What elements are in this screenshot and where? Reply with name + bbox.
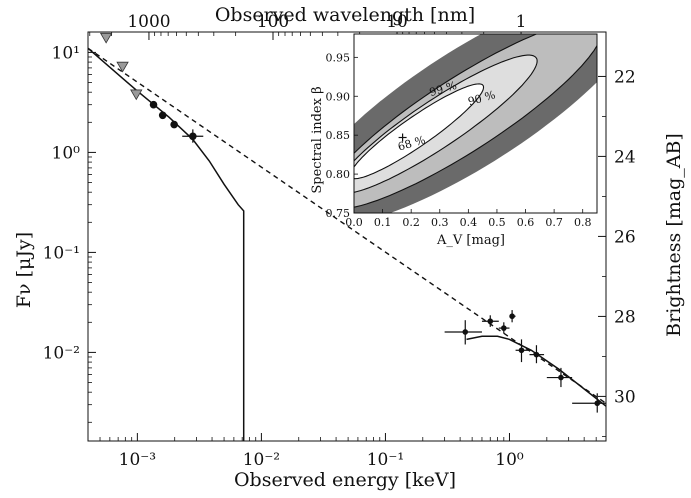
y-tick-label: 10⁻¹ xyxy=(43,243,80,263)
y-tick-label: 10⁻² xyxy=(43,343,80,363)
x-tick-label: 10⁻² xyxy=(243,450,280,470)
xray-point xyxy=(594,400,601,407)
xray-point xyxy=(518,347,525,354)
top-tick-label: 1000 xyxy=(127,12,170,32)
right-y-axis-label: Brightness [mag_AB] xyxy=(663,133,685,337)
optical-point xyxy=(189,132,197,141)
x-tick-label: 10⁰ xyxy=(495,450,524,470)
inset-plot: 68 %90 %99 %0.0 0.1 0.2 0.3 0.4 0.5 0.6 0.7 0.80… xyxy=(326,33,598,229)
xray-point xyxy=(501,325,507,331)
xray-point xyxy=(462,329,469,335)
upper-limit-marker xyxy=(130,89,143,101)
inset-x-tick-label: 0.0 xyxy=(345,216,363,229)
top-tick-label: 100 xyxy=(257,12,289,32)
y-tick-label: 10⁰ xyxy=(52,143,81,163)
top-tick-label: 1 xyxy=(516,12,527,32)
inset-y-axis-label: Spectral index β xyxy=(310,86,325,193)
inset-x-tick-label: 0.6 xyxy=(517,216,535,229)
xray-point xyxy=(533,351,540,358)
x-tick-label: 10⁻¹ xyxy=(367,450,404,470)
model-xray-curve xyxy=(466,335,606,407)
optical-point xyxy=(149,100,158,109)
inset-x-tick-label: 0.2 xyxy=(402,216,420,229)
xray-point xyxy=(509,313,515,320)
right-tick-label: 28 xyxy=(614,307,636,327)
y-tick-label: 10¹ xyxy=(52,43,80,63)
right-tick-label: 30 xyxy=(614,387,636,407)
inset-x-axis-label: A_V [mag] xyxy=(436,233,505,248)
x-tick-label: 10⁻³ xyxy=(119,450,156,470)
y-axis-label: Fν [μJy] xyxy=(13,232,35,308)
optical-point xyxy=(158,111,167,120)
upper-limit-marker xyxy=(99,32,113,44)
top-tick-label: 10 xyxy=(386,12,408,32)
inset-x-tick-label: 0.5 xyxy=(488,216,506,229)
inset-y-tick-label: 0.95 xyxy=(326,51,351,64)
x-axis-label: Observed energy [keV] xyxy=(234,469,456,491)
upper-limit-marker xyxy=(116,61,129,73)
inset-x-tick-label: 0.7 xyxy=(545,216,563,229)
optical-point xyxy=(170,120,178,129)
model-optical-curve xyxy=(88,47,245,441)
inset-x-tick-label: 0.1 xyxy=(374,216,392,229)
xray-point xyxy=(487,318,494,325)
right-tick-label: 22 xyxy=(614,67,636,87)
inset-y-tick-label: 0.80 xyxy=(326,168,351,181)
inset-x-tick-label: 0.8 xyxy=(574,216,592,229)
inset-x-tick-label: 0.3 xyxy=(431,216,449,229)
right-tick-label: 24 xyxy=(614,147,636,167)
inset-frame xyxy=(353,33,598,214)
xray-point xyxy=(558,374,564,381)
top-x-axis-label: Observed wavelength [nm] xyxy=(215,4,475,26)
inset-y-tick-label: 0.85 xyxy=(326,129,351,142)
main-plot: 10⁻³ 10⁻² 10⁻¹ 10⁰ 10¹ 10⁰ 10⁻¹ 10⁻² 1000 100 10 1 2… xyxy=(43,12,636,470)
inset-y-tick-label: 0.90 xyxy=(326,90,351,103)
inset-x-tick-label: 0.4 xyxy=(460,216,478,229)
contour-68 xyxy=(354,83,485,180)
inset-y-tick-label: 0.75 xyxy=(326,207,351,220)
right-tick-label: 26 xyxy=(614,227,636,247)
plot-frame xyxy=(87,31,607,442)
